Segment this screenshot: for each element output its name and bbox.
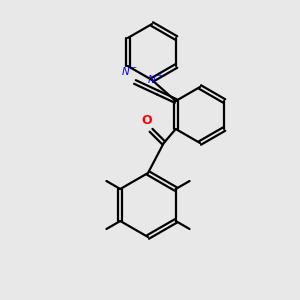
Text: $N^+$: $N^+$ xyxy=(147,72,164,86)
Text: $N^-$: $N^-$ xyxy=(121,65,139,77)
Text: O: O xyxy=(142,114,152,127)
